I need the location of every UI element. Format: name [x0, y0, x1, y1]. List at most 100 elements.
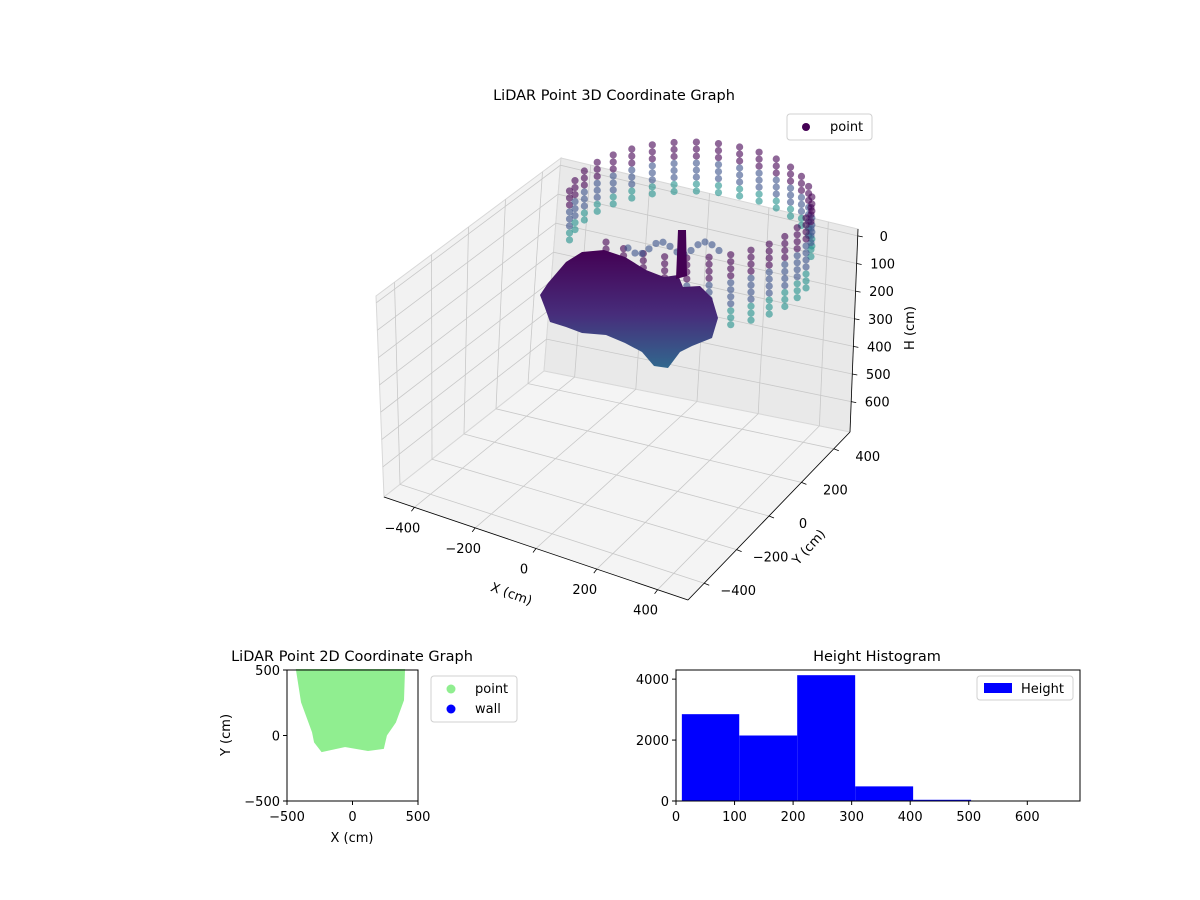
scatter-point-3d	[565, 236, 574, 244]
x-tick	[593, 568, 598, 574]
scatter-point-3d	[609, 172, 617, 180]
x-tick	[411, 507, 415, 512]
scatter-point-3d	[683, 275, 691, 283]
y-tick	[736, 549, 742, 552]
legend-2d-marker-wall	[446, 704, 456, 714]
scatter-point-3d	[797, 172, 806, 181]
scatter-point-3d	[580, 167, 588, 175]
z-tick-label: 500	[866, 368, 891, 383]
x-tick-label-2d: −500	[269, 810, 305, 825]
scatter-point-3d	[802, 284, 810, 292]
histogram-bars	[681, 675, 972, 801]
scatter-point-3d	[666, 242, 674, 250]
scatter-point-3d	[765, 240, 773, 248]
x-tick-label-2d: 0	[348, 810, 356, 825]
scatter-point-3d	[786, 163, 795, 171]
scatter-point-3d	[781, 232, 789, 241]
scatter-point-3d	[571, 198, 579, 206]
y-tick-label-hist: 2000	[636, 734, 669, 749]
scatter-point-3d	[609, 165, 617, 173]
scatter-point-3d	[793, 252, 801, 260]
scatter-point-3d	[687, 246, 695, 255]
scatter-point-3d	[755, 169, 763, 177]
scatter-point-3d	[659, 238, 667, 246]
scatter-point-3d	[648, 169, 656, 177]
scatter-point-3d	[797, 207, 806, 216]
scatter-point-3d	[802, 256, 810, 264]
scatter-point-3d	[755, 190, 763, 198]
scatter-point-3d	[727, 321, 735, 329]
scatter-point-3d	[786, 198, 795, 206]
histogram-title: Height Histogram	[813, 649, 941, 665]
scatter-point-3d	[628, 173, 636, 181]
scatter-point-3d	[808, 193, 816, 201]
x-tick-label-hist: 600	[1015, 810, 1040, 825]
y-tick-label: −200	[753, 551, 789, 566]
z-tick	[857, 235, 863, 238]
scatter-point-3d	[786, 170, 795, 178]
histogram-bar	[797, 675, 856, 801]
y-tick	[833, 448, 839, 452]
scatter-point-3d	[661, 267, 669, 275]
scatter-point-3d	[692, 166, 700, 174]
z-axis-label: H (cm)	[903, 306, 918, 350]
scatter-point-3d	[772, 169, 780, 177]
z-tick-label: 100	[870, 258, 895, 273]
scatter-point-3d	[747, 281, 755, 289]
scatter-point-3d	[593, 165, 601, 173]
scatter-point-3d	[670, 152, 678, 161]
scatter-point-3d	[786, 177, 795, 185]
grid-line-z	[377, 193, 857, 331]
scatter-point-3d	[802, 249, 810, 257]
scatter-point-3d	[772, 162, 780, 170]
ticks-2d: −500−500 0 0 500 500	[244, 664, 430, 825]
scatter-point-3d	[628, 180, 636, 188]
y-axis-label: Y (cm)	[789, 527, 829, 569]
scatter-point-3d	[793, 245, 801, 253]
scatter-point-3d	[652, 239, 660, 248]
y-tick-label: −400	[720, 584, 756, 599]
scatter-point-3d	[727, 272, 735, 280]
scatter-point-3d	[747, 260, 755, 268]
x-tick-label-hist: 500	[956, 810, 981, 825]
scatter-point-3d	[628, 152, 636, 160]
scatter-point-3d	[772, 183, 780, 191]
scatter-point-3d	[786, 191, 795, 199]
z-tick	[856, 263, 862, 265]
scatter-point-3d	[714, 161, 723, 169]
scatter-point-3d	[747, 274, 755, 282]
y-tick-label-hist: 4000	[636, 673, 669, 688]
scatter-point-3d	[628, 145, 636, 153]
scatter-point-3d	[571, 212, 579, 220]
scatter-point-3d	[765, 268, 773, 276]
scatter-point-3d	[714, 168, 723, 176]
legend-2d-label-wall: wall	[475, 702, 501, 717]
scatter-point-3d	[692, 180, 700, 188]
scatter-point-3d	[714, 147, 723, 155]
scatter-point-3d	[565, 194, 574, 202]
scatter-point-3d	[609, 186, 617, 194]
scatter-point-3d	[802, 214, 810, 222]
scatter-point-3d	[802, 277, 810, 285]
scatter-point-3d	[736, 192, 744, 200]
scatter-point-3d	[755, 148, 763, 156]
scatter-point-3d	[736, 178, 744, 186]
scatter-point-3d	[565, 208, 574, 216]
histogram-ticks: 0 100 200 300 400 500 600 0 2000 4000	[636, 673, 1040, 825]
scatter-point-3d	[705, 260, 713, 268]
scatter-point-3d	[648, 155, 656, 163]
axes-3d: −400 −200 0 200 400 −400 −200 0 200 400 0 100 200 300…	[383, 228, 895, 619]
scatter-point-3d	[648, 148, 656, 156]
x-tick	[532, 548, 537, 553]
chart-2d: LiDAR Point 2D Coordinate Graph −500−500…	[219, 649, 518, 846]
histogram-bar	[913, 799, 972, 801]
scatter-point-3d	[755, 155, 763, 163]
scatter-point-3d	[714, 140, 723, 148]
z-tick-label: 600	[865, 396, 890, 411]
scatter-point-3d	[727, 258, 735, 266]
scatter-point-3d	[565, 222, 574, 230]
scatter-point-3d	[781, 246, 789, 255]
scatter-point-3d	[692, 145, 700, 153]
legend-3d-label: point	[830, 120, 863, 135]
scatter-point-3d	[747, 295, 755, 303]
